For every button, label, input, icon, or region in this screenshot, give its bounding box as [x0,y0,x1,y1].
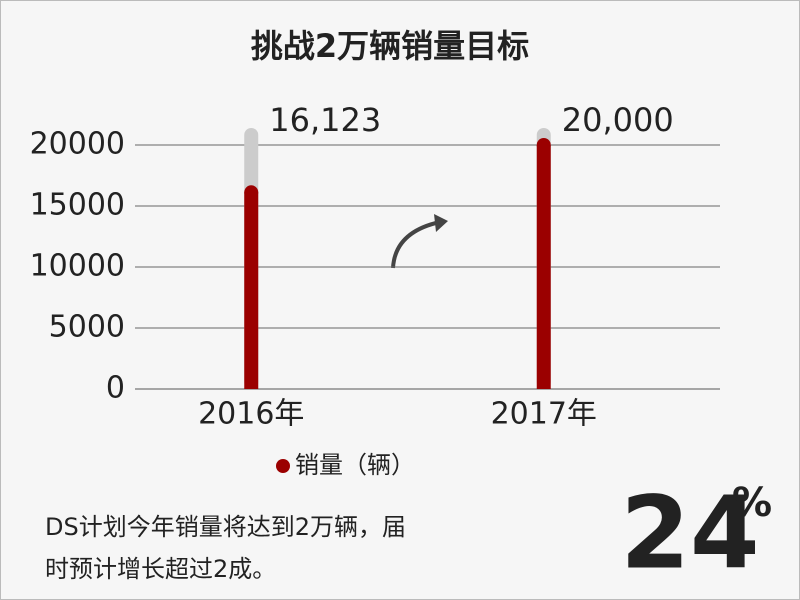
trend-arrow [391,220,441,269]
highlight-number: 24 [620,474,759,591]
highlight-unit: % [732,480,772,526]
legend-label: 销量（辆） [295,451,415,479]
x-tick-label: 2017年 [491,397,597,432]
value-label: 16,123 [269,101,381,139]
bar-cap [536,138,551,152]
y-tick-label: 10000 [30,249,125,284]
bar [244,192,259,389]
trend-arrow-head [434,214,448,232]
bar [536,145,551,389]
y-tick-label: 20000 [30,127,125,162]
bar-cap [244,185,259,200]
x-tick-label: 2016年 [198,397,304,432]
y-tick-label: 15000 [30,188,125,223]
note-line: 时预计增长超过2成。 [45,555,276,583]
chart-title: 挑战2万辆销量目标 [251,27,529,65]
value-label: 20,000 [562,101,674,139]
y-tick-label: 0 [106,371,125,406]
note-line: DS计划今年销量将达到2万辆，届 [45,513,406,541]
y-tick-label: 5000 [49,310,125,345]
legend-marker [276,459,290,473]
